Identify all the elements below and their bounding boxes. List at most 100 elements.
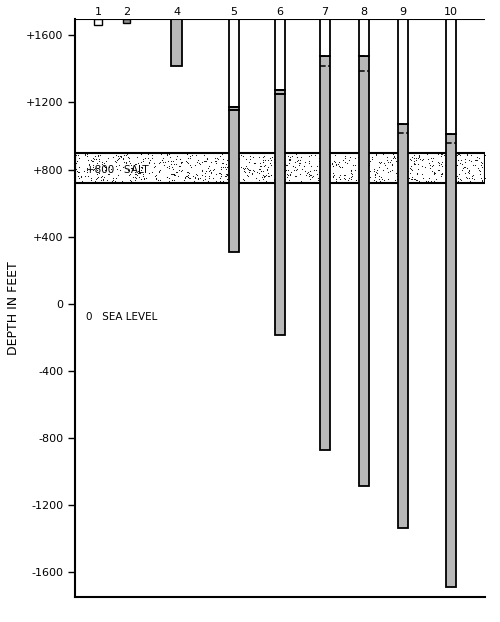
- Point: [398, 152, 406, 162]
- Point: [216, 169, 224, 179]
- Point: [129, 164, 137, 174]
- Point: [233, 154, 241, 164]
- Point: [72, 164, 80, 174]
- Point: [97, 175, 105, 185]
- Point: [178, 167, 186, 177]
- Point: [340, 170, 348, 180]
- Point: [434, 149, 442, 159]
- Point: [478, 162, 486, 172]
- Point: [444, 153, 452, 163]
- Point: [74, 166, 82, 176]
- Point: [112, 174, 120, 183]
- Point: [176, 160, 184, 170]
- Point: [444, 170, 452, 180]
- Point: [226, 167, 234, 177]
- Point: [474, 155, 482, 165]
- Point: [137, 157, 145, 167]
- Point: [182, 171, 190, 181]
- Point: [474, 152, 482, 162]
- Point: [346, 165, 354, 175]
- Point: [74, 167, 82, 177]
- Point: [72, 150, 80, 160]
- Point: [74, 162, 82, 172]
- Point: [237, 150, 245, 160]
- Point: [454, 149, 462, 159]
- Point: [336, 170, 344, 180]
- Point: [297, 152, 305, 162]
- Point: [224, 166, 232, 176]
- Point: [122, 157, 130, 167]
- Point: [391, 153, 399, 163]
- Point: [80, 149, 88, 159]
- Point: [196, 159, 204, 169]
- Point: [260, 160, 268, 170]
- Point: [410, 159, 418, 169]
- Point: [200, 150, 207, 160]
- Point: [170, 170, 178, 180]
- Point: [206, 171, 214, 181]
- Point: [272, 151, 280, 160]
- Point: [358, 174, 366, 184]
- Point: [406, 168, 414, 178]
- Point: [204, 154, 212, 164]
- Point: [464, 167, 472, 177]
- Point: [100, 175, 108, 185]
- Point: [201, 156, 209, 165]
- Point: [268, 160, 276, 170]
- Point: [184, 167, 192, 177]
- Point: [90, 165, 98, 175]
- Point: [306, 158, 314, 168]
- Point: [413, 169, 421, 179]
- Point: [286, 169, 294, 179]
- Point: [393, 174, 401, 183]
- Point: [372, 175, 380, 185]
- Point: [414, 176, 422, 186]
- Point: [188, 150, 196, 160]
- Point: [184, 158, 192, 168]
- Point: [266, 177, 274, 187]
- Point: [212, 156, 220, 166]
- Point: [168, 162, 176, 172]
- Point: [241, 162, 249, 172]
- Point: [248, 169, 256, 179]
- Point: [294, 164, 302, 174]
- Point: [75, 152, 83, 162]
- Point: [96, 151, 104, 160]
- Point: [398, 162, 406, 172]
- Point: [272, 175, 280, 185]
- Bar: [320, 19, 330, 57]
- Point: [422, 149, 430, 159]
- Point: [145, 159, 153, 169]
- Point: [163, 162, 171, 172]
- Point: [233, 167, 241, 177]
- Point: [300, 166, 308, 176]
- Point: [402, 156, 410, 165]
- Point: [222, 159, 230, 169]
- Point: [470, 174, 478, 183]
- Point: [372, 167, 380, 177]
- Point: [161, 157, 169, 167]
- Point: [260, 151, 268, 161]
- Point: [278, 167, 286, 177]
- Point: [438, 157, 446, 167]
- Point: [357, 162, 365, 172]
- Point: [137, 149, 145, 159]
- Y-axis label: DEPTH IN FEET: DEPTH IN FEET: [7, 261, 20, 355]
- Point: [276, 174, 284, 184]
- Point: [335, 161, 343, 171]
- Point: [470, 177, 478, 187]
- Point: [103, 175, 111, 185]
- Point: [284, 165, 292, 175]
- Point: [462, 149, 470, 159]
- Point: [166, 173, 173, 183]
- Point: [98, 174, 106, 184]
- Point: [406, 174, 414, 183]
- Point: [446, 170, 454, 180]
- Point: [448, 162, 456, 172]
- Point: [189, 177, 197, 187]
- Point: [403, 175, 411, 185]
- Point: [322, 156, 330, 165]
- Point: [184, 173, 192, 183]
- Point: [134, 168, 142, 178]
- Point: [393, 177, 401, 187]
